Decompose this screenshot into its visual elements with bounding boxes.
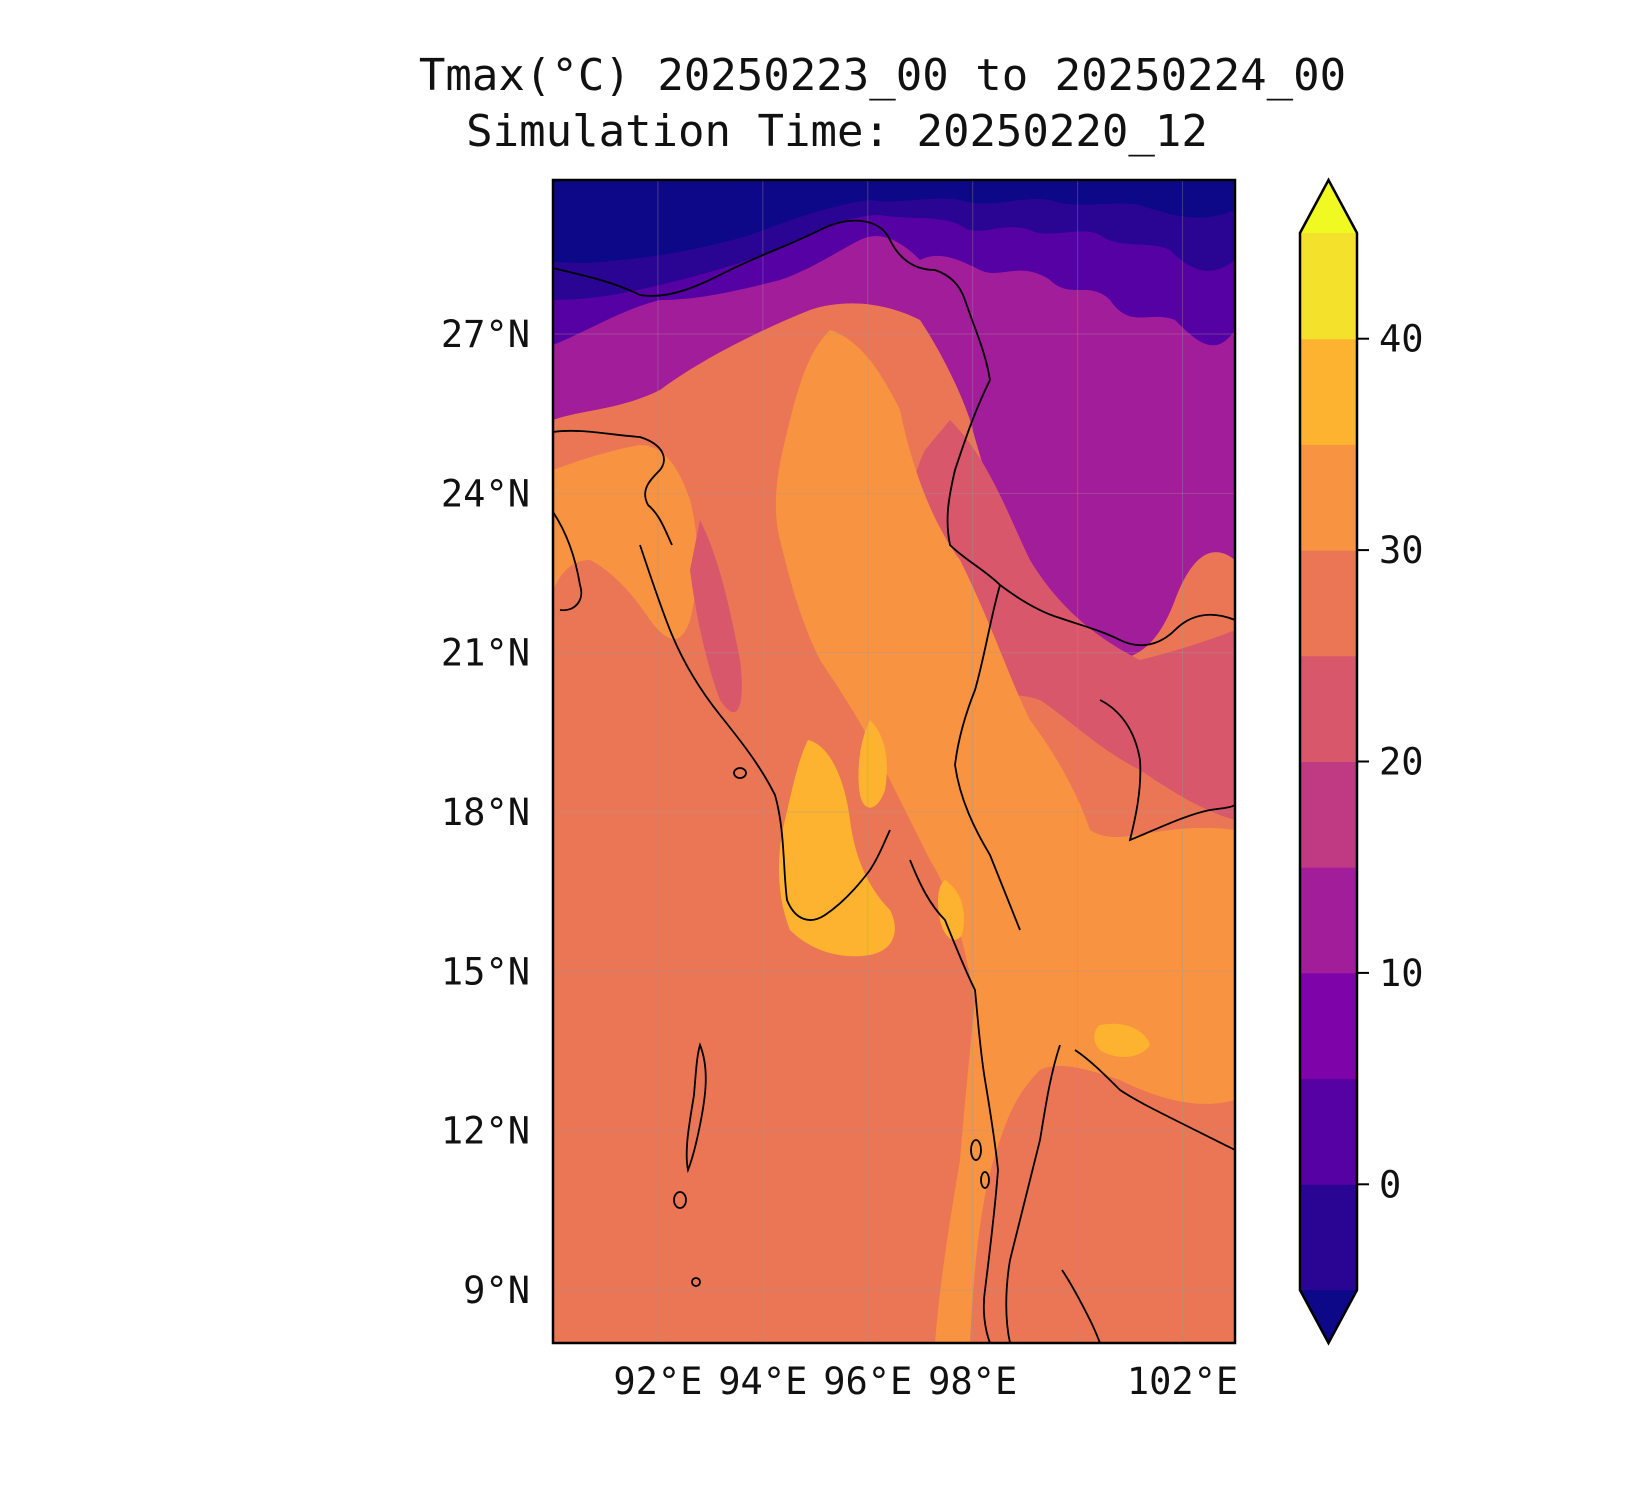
lat-tick-label: 12°N (441, 1110, 530, 1153)
colorbar-bin (1300, 867, 1357, 974)
colorbar-bin (1300, 550, 1357, 657)
colorbar-tick-label: 20 (1379, 741, 1424, 784)
chin-hills-field (690, 520, 742, 713)
latitude-labels: 27°N 24°N 21°N 18°N 15°N 12°N 9°N (441, 313, 530, 1312)
delta-hot-field (778, 740, 895, 957)
colorbar-bin (1300, 972, 1357, 1080)
colorbar-tick-label: 0 (1379, 1163, 1401, 1206)
central-dry-zone-field (775, 330, 1235, 1343)
chart-subtitle: Simulation Time: 20250220_12 (466, 106, 1208, 157)
lon-tick-label: 94°E (718, 1360, 807, 1403)
map-frame (551, 178, 1237, 1345)
colorbar-bin (1300, 655, 1357, 762)
gridlines (553, 180, 1235, 1343)
colorbar-tick-label: 30 (1379, 529, 1424, 572)
plains-hot-patch (858, 720, 887, 808)
chart-title: Tmax(°C) 20250223_00 to 20250224_00 (418, 50, 1347, 101)
colorbar-over-extension (1300, 180, 1357, 233)
lat-tick-label: 27°N (441, 313, 530, 356)
lat-tick-label: 21°N (441, 632, 530, 675)
lat-tick-label: 18°N (441, 791, 530, 834)
lon-tick-label: 98°E (928, 1360, 1017, 1403)
east-highland-field (909, 420, 1235, 820)
lat-tick-label: 9°N (463, 1269, 530, 1312)
colorbar-bin (1300, 761, 1357, 868)
colorbar-bin (1300, 338, 1357, 445)
lat-tick-label: 15°N (441, 950, 530, 993)
map-panel (553, 180, 1235, 1343)
coastline-and-borders (553, 219, 1235, 1343)
colorbar-tick-label: 10 (1379, 952, 1424, 995)
colorbar-bin (1300, 233, 1357, 340)
colorbar-bin (1300, 1184, 1357, 1291)
lat-tick-label: 24°N (441, 472, 530, 515)
colorbar: 0 10 20 30 40 (1298, 177, 1424, 1346)
thailand-hot-patch (1094, 1023, 1150, 1057)
colorbar-bin (1300, 444, 1357, 551)
colorbar-bin (1300, 1078, 1357, 1185)
bangladesh-heat-field (553, 445, 698, 639)
longitude-labels: 92°E 94°E 96°E 98°E 102°E (613, 1360, 1238, 1403)
north-under-field (553, 180, 1235, 263)
lon-tick-label: 92°E (613, 1360, 702, 1403)
lon-tick-label: 96°E (823, 1360, 912, 1403)
salween-hot-patch (937, 880, 965, 940)
colorbar-tick-label: 40 (1379, 318, 1424, 361)
colorbar-under-extension (1300, 1290, 1357, 1343)
colorbar-outline (1298, 177, 1359, 1346)
north-cold-field (553, 180, 1235, 660)
lon-tick-label: 102°E (1127, 1360, 1238, 1403)
